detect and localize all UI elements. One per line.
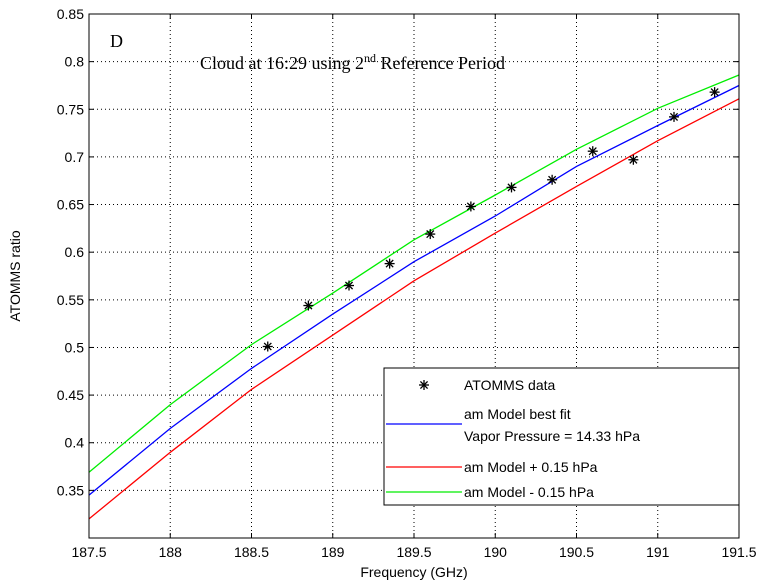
marker-stroke — [588, 147, 597, 156]
legend-marker-atomms — [419, 380, 429, 390]
x-tick-label: 191.5 — [721, 544, 756, 560]
legend-label-vapor-pressure: Vapor Pressure = 14.33 hPa — [464, 428, 640, 444]
legend-label-atomms: ATOMMS data — [464, 377, 556, 393]
x-tick-label: 187.5 — [71, 544, 106, 560]
y-tick-label: 0.4 — [65, 435, 85, 451]
y-tick-label: 0.7 — [65, 149, 85, 165]
y-axis-label: ATOMMS ratio — [7, 230, 23, 321]
data-point — [628, 154, 639, 165]
data-point — [384, 258, 395, 269]
y-tick-label: 0.55 — [57, 292, 84, 308]
chart-title-part2: Reference Period — [376, 53, 505, 73]
chart-title-part1: Cloud at 16:29 using 2 — [200, 53, 364, 73]
chart-title: Cloud at 16:29 using 2nd Reference Perio… — [200, 51, 505, 73]
marker-stroke — [344, 281, 354, 290]
x-tick-label: 188 — [159, 544, 183, 560]
marker-stroke — [710, 88, 719, 97]
marker-stroke — [466, 202, 475, 211]
x-tick-label: 189 — [321, 544, 345, 560]
data-point — [669, 111, 679, 122]
panel-letter: D — [110, 31, 123, 51]
marker-stroke — [669, 112, 679, 121]
y-tick-label: 0.35 — [57, 482, 84, 498]
x-tick-label: 190 — [484, 544, 508, 560]
data-point — [425, 229, 436, 240]
data-point — [506, 182, 517, 193]
data-point — [262, 341, 273, 352]
x-tick-label: 191 — [646, 544, 670, 560]
y-tick-label: 0.65 — [57, 197, 84, 213]
best-fit-line — [88, 84, 740, 496]
legend-label-plus: am Model + 0.15 hPa — [464, 459, 598, 475]
marker-stroke — [507, 183, 516, 192]
x-tick-label: 190.5 — [559, 544, 594, 560]
data-point — [303, 300, 314, 311]
marker-stroke — [548, 175, 557, 184]
marker-stroke — [385, 259, 394, 268]
y-tick-label: 0.75 — [57, 101, 84, 117]
axis-ticks: 187.5 188 188.5 189 189.5 190 190.5 191 191.5 0.3… — [57, 6, 757, 560]
legend-box — [383, 367, 740, 506]
series-lines — [88, 74, 740, 520]
data-points — [262, 87, 720, 352]
y-tick-label: 0.8 — [65, 54, 85, 70]
data-point — [465, 201, 476, 212]
data-point — [709, 87, 720, 98]
chart-title-superscript: nd — [364, 51, 376, 65]
marker-stroke — [419, 380, 429, 390]
data-point — [587, 146, 598, 157]
marker-stroke — [629, 155, 638, 164]
y-tick-label: 0.45 — [57, 387, 84, 403]
legend-asterisk — [419, 380, 429, 390]
legend-label-minus: am Model - 0.15 hPa — [464, 484, 594, 500]
x-tick-label: 188.5 — [234, 544, 269, 560]
data-point — [344, 280, 354, 291]
data-point — [547, 174, 558, 185]
y-tick-label: 0.6 — [65, 244, 85, 260]
y-tick-label: 0.5 — [65, 339, 85, 355]
marker-stroke — [304, 301, 313, 310]
minus-line — [88, 74, 740, 473]
x-axis-label: Frequency (GHz) — [360, 564, 467, 580]
marker-stroke — [426, 230, 435, 239]
marker-stroke — [263, 342, 272, 351]
x-tick-label: 189.5 — [396, 544, 431, 560]
legend: ATOMMS data am Model best fit Vapor Pres… — [383, 367, 740, 506]
legend-label-best-fit: am Model best fit — [464, 406, 571, 422]
plus-line — [88, 98, 740, 520]
y-tick-label: 0.85 — [57, 6, 84, 22]
